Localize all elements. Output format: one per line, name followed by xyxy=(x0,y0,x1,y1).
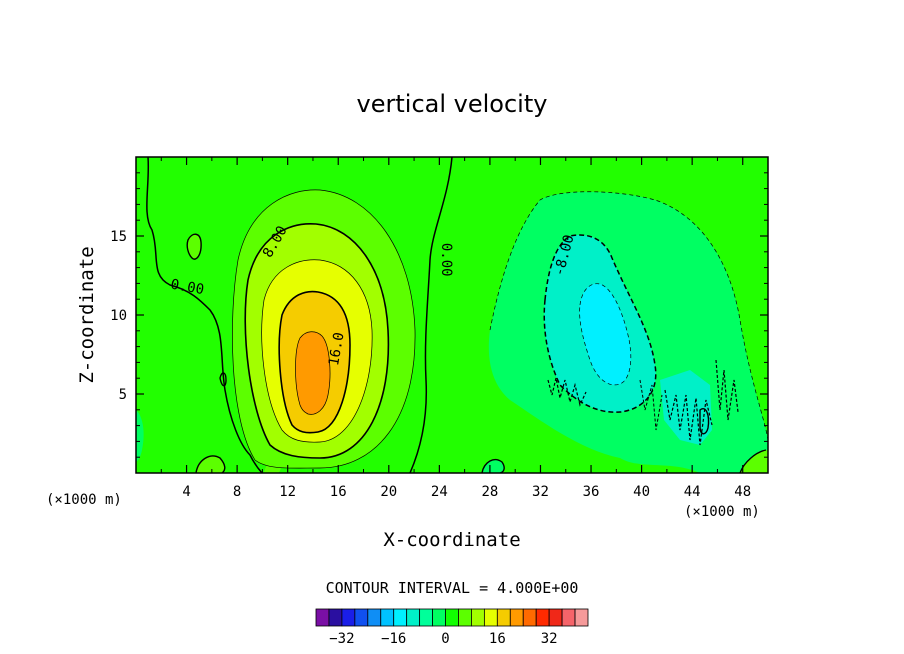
x-units-left: (×1000 m) xyxy=(46,492,122,508)
colorbar-cell xyxy=(458,608,472,627)
contour-fill-minus12 xyxy=(579,283,631,385)
contour-line-20 xyxy=(295,331,331,415)
x-tick-label: 4 xyxy=(182,484,190,500)
contour-line-noise-5 xyxy=(699,408,710,435)
colorbar-cell xyxy=(509,608,524,627)
left-patch xyxy=(136,410,144,462)
x-tick-label: 16 xyxy=(330,484,347,500)
contour-line-12 xyxy=(261,259,373,443)
contour-line-zero-bottom xyxy=(195,455,226,473)
colorbar-cell xyxy=(574,608,589,627)
x-axis-title: X-coordinate xyxy=(383,529,520,551)
contour-line-tiny xyxy=(219,372,227,387)
x-tick-label: 44 xyxy=(684,484,701,500)
contour-label: 16.0 xyxy=(326,331,348,367)
contour-label: 0.00 xyxy=(169,277,205,299)
bottom-patch-2 xyxy=(264,459,281,473)
colorbar-cell xyxy=(315,608,330,627)
x-tick-label: 12 xyxy=(279,484,296,500)
colorbar-tick-label: 16 xyxy=(489,631,506,647)
contour-line-16 xyxy=(278,290,351,434)
contour-line-zero-left xyxy=(146,157,263,473)
contour-line-zero-bottom2 xyxy=(481,458,505,473)
colorbar-cell xyxy=(328,608,343,627)
colorbar-cell xyxy=(341,608,356,627)
contour-line-small-blob xyxy=(186,233,202,260)
colorbar-cell xyxy=(471,608,485,627)
colorbar: −32 −16 0 16 32 xyxy=(315,608,589,647)
small-blob xyxy=(187,234,202,260)
colorbar-cell xyxy=(406,608,421,627)
colorbar-cell xyxy=(496,608,511,627)
z-axis-title: Z-coordinate xyxy=(76,246,98,383)
z-tick-label: 15 xyxy=(110,229,127,245)
colorbar-cell xyxy=(548,608,563,627)
x-tick-label: 24 xyxy=(431,484,448,500)
updraft-contours xyxy=(232,189,416,469)
z-axis: 5 10 15 xyxy=(110,172,768,458)
colorbar-cell xyxy=(445,608,459,627)
contour-lines xyxy=(146,157,768,473)
x-tick-label: 40 xyxy=(633,484,650,500)
colorbar-tick-label: −32 xyxy=(329,631,354,647)
contour-line-noise-3 xyxy=(715,359,739,421)
colorbar-cell xyxy=(432,608,446,627)
contour-line-minus12 xyxy=(579,283,632,386)
colorbar-cell xyxy=(393,608,408,627)
contour-interval-text: CONTOUR INTERVAL = 4.000E+00 xyxy=(326,579,579,597)
colorbar-cell xyxy=(483,608,498,627)
contour-line-zero-right xyxy=(739,449,767,473)
z-tick-label: 10 xyxy=(110,308,127,324)
z-tick-label: 5 xyxy=(119,387,127,403)
colorbar-cell xyxy=(367,608,382,627)
contour-label: 0.00 xyxy=(438,243,454,277)
colorbar-tick-label: 32 xyxy=(541,631,558,647)
x-axis: 4 8 12 16 20 24 28 32 36 40 44 48 xyxy=(160,157,751,500)
bottom-patch-4 xyxy=(740,450,768,473)
x-tick-label: 36 xyxy=(583,484,600,500)
x-tick-label: 48 xyxy=(734,484,751,500)
contour-fill-20 xyxy=(295,331,330,415)
x-tick-label: 20 xyxy=(380,484,397,500)
contour-line-4 xyxy=(232,189,416,469)
colorbar-cell xyxy=(380,608,395,627)
contour-line-zero-mid xyxy=(409,157,453,473)
colorbar-tick-label: −16 xyxy=(381,631,406,647)
colorbar-cell xyxy=(354,608,369,627)
colorbar-tick-label: 0 xyxy=(441,631,449,647)
x-tick-label: 32 xyxy=(532,484,549,500)
colorbar-cell xyxy=(522,608,537,627)
x-units-right: (×1000 m) xyxy=(684,504,760,520)
x-tick-label: 28 xyxy=(481,484,498,500)
x-tick-label: 8 xyxy=(233,484,241,500)
contour-line-noise-4 xyxy=(639,379,663,431)
contour-line-8 xyxy=(244,223,390,459)
colorbar-cell xyxy=(535,608,550,627)
colorbar-cell xyxy=(419,608,433,627)
colorbar-cell xyxy=(561,608,576,627)
contour-line-noise-1 xyxy=(547,377,587,407)
chart-title: vertical velocity xyxy=(357,90,548,118)
